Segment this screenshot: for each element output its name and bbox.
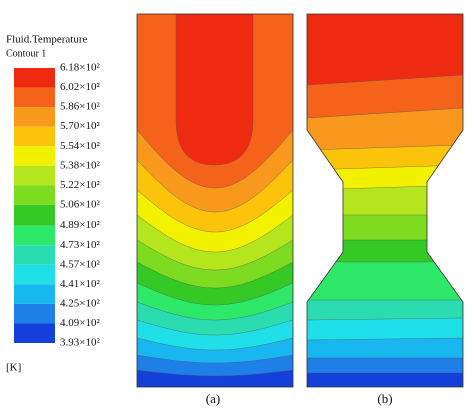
colorbar-band	[14, 107, 55, 127]
panel-a	[137, 14, 293, 387]
unit-label: [K]	[6, 362, 21, 374]
colorbar-tick-label: 4.57×10²	[60, 258, 100, 270]
colorbar-band	[14, 146, 55, 166]
colorbar-tick-label: 5.06×10²	[60, 198, 100, 210]
colorbar-band	[14, 126, 55, 147]
contour-band	[307, 14, 463, 86]
colorbar-tick-label: 3.93×10²	[60, 337, 100, 349]
colorbar-tick-label: 5.22×10²	[60, 179, 100, 191]
colorbar-tick-label: 4.41×10²	[60, 278, 100, 290]
colorbar-tick-label: 4.25×10²	[60, 297, 100, 309]
colorbar-tick-label: 5.70×10²	[60, 120, 100, 132]
colorbar-band	[14, 284, 55, 304]
colorbar-band	[14, 68, 55, 88]
colorbar-band	[14, 245, 55, 265]
colorbar-band	[14, 303, 55, 324]
colorbar-band	[14, 165, 55, 186]
colorbar-tick-label: 4.89×10²	[60, 219, 100, 231]
colorbar-band	[14, 185, 55, 205]
colorbar-band	[14, 323, 55, 343]
panel-label: (a)	[206, 391, 220, 406]
colorbar-tick-label: 5.54×10²	[60, 140, 100, 152]
colorbar-tick-label: 5.38×10²	[60, 159, 100, 171]
panel-b-border	[306, 13, 464, 388]
panel-label: (b)	[377, 391, 392, 406]
panel-a-border	[136, 13, 294, 388]
colorbar-tick-label: 5.86×10²	[60, 101, 100, 113]
contour-band	[175, 14, 254, 166]
colorbar-band	[14, 264, 55, 285]
colorbar-tick-label: 6.02×10²	[60, 81, 100, 93]
legend-title: Fluid.Temperature	[6, 34, 88, 46]
panel-b	[307, 14, 463, 387]
colorbar-band	[14, 87, 55, 108]
colorbar-tick-label: 4.73×10²	[60, 239, 100, 251]
colorbar-tick-label: 4.09×10²	[60, 317, 100, 329]
colorbar-band	[14, 225, 55, 246]
colorbar-tick-label: 6.18×10²	[60, 62, 100, 74]
legend-subtitle: Contour 1	[6, 48, 46, 59]
colorbar-band	[14, 204, 55, 226]
